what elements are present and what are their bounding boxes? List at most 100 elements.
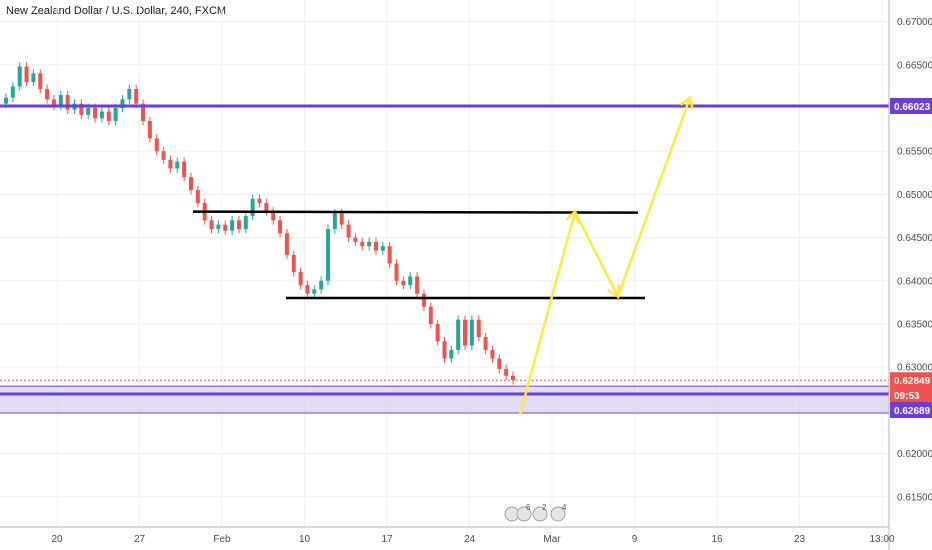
support-price-tag-bg — [890, 402, 932, 419]
candle-body — [339, 213, 344, 225]
time-tick-label: 20 — [51, 534, 63, 545]
time-tick-label: 27 — [134, 534, 146, 545]
candle-body — [511, 375, 515, 381]
candle-body — [257, 198, 262, 204]
candle-body — [442, 341, 447, 359]
us-flag-icon[interactable] — [516, 506, 532, 522]
candle-body — [188, 177, 193, 191]
candle-body — [182, 161, 187, 178]
us-flag-icon[interactable] — [550, 506, 566, 522]
candle-body — [216, 224, 221, 229]
support-price-tag: 0.62689 — [894, 406, 931, 417]
candle-body — [24, 66, 29, 83]
candle-body — [230, 220, 235, 231]
candle-body — [360, 241, 365, 247]
us-flag-icon[interactable] — [532, 506, 548, 522]
time-tick-label: Feb — [213, 534, 231, 545]
candle-body — [449, 349, 454, 359]
candle-body — [175, 161, 180, 169]
time-tick-label: 16 — [711, 534, 723, 545]
candle-body — [154, 138, 159, 152]
candle-body — [387, 246, 392, 264]
candle-body — [168, 159, 173, 169]
price-tick-label: 0.62000 — [897, 449, 932, 460]
candle-body — [4, 97, 8, 104]
price-tick-label: 0.64000 — [897, 276, 932, 287]
candle-body — [415, 276, 420, 294]
candle-body — [346, 224, 351, 238]
candle-body — [51, 99, 56, 107]
candle-body — [45, 88, 50, 100]
candle-body — [373, 241, 378, 251]
candle-body — [435, 323, 440, 342]
countdown-tag-bg — [890, 387, 932, 404]
event-count-a: 6 — [526, 504, 531, 512]
time-tick-label: 17 — [381, 534, 393, 545]
range-top-line[interactable] — [192, 210, 639, 214]
candle-body — [312, 289, 317, 294]
candle-body — [490, 349, 495, 359]
time-tick-label: 24 — [464, 534, 476, 545]
candle-body — [65, 95, 70, 110]
candle-body — [483, 336, 488, 350]
forecast-arrow-head — [679, 95, 694, 110]
candle-body — [408, 276, 413, 286]
candle-body — [31, 73, 36, 83]
candle-body — [250, 198, 255, 216]
candle-body — [134, 88, 139, 104]
price-tick-label: 0.67000 — [897, 17, 932, 28]
price-tick-label: 0.64500 — [897, 233, 932, 244]
candle-body — [236, 220, 241, 229]
candle-body — [141, 103, 146, 121]
candle-body — [127, 88, 132, 100]
time-tick-label: 10 — [299, 534, 311, 545]
candle-body — [504, 368, 509, 376]
candle-body — [401, 280, 406, 286]
price-tick-label: 0.61500 — [897, 492, 932, 503]
resistance-price-tag-bg — [890, 98, 932, 115]
candle-body — [291, 254, 296, 273]
candle-body — [367, 241, 372, 247]
forecast-arrow-head — [565, 209, 580, 224]
support-zone-rect[interactable] — [0, 386, 889, 413]
event-count-c: 4 — [562, 504, 567, 512]
price-tick-label: 0.63000 — [897, 363, 932, 374]
economic-events[interactable]: 6 2 4 — [502, 503, 574, 524]
price-tags: 0.66023 0.62849 09:53 0.62689 — [890, 98, 932, 419]
candle-body — [147, 120, 152, 139]
candle-body — [120, 99, 125, 108]
candle-body — [195, 190, 200, 204]
candle-body — [326, 228, 331, 281]
last-price-tag: 0.62849 — [894, 376, 931, 387]
drawn-lines — [0, 104, 889, 381]
candle-body — [284, 233, 289, 255]
time-tick-label: 9 — [632, 534, 638, 545]
forecast-arrow-path[interactable] — [518, 97, 692, 416]
candle-body — [86, 107, 91, 115]
candle-body — [380, 246, 385, 251]
candle-body — [106, 111, 111, 121]
candle-body — [463, 319, 468, 346]
candle-body — [10, 86, 15, 98]
price-tick-label: 0.63500 — [897, 319, 932, 330]
forecast-arrow — [518, 95, 694, 416]
candle-body — [353, 237, 358, 242]
candle-body — [497, 358, 502, 369]
candle-body — [469, 319, 474, 346]
candle-body — [17, 66, 22, 87]
support-zone — [0, 385, 889, 414]
candle-body — [79, 103, 84, 115]
time-tick-label: Mar — [543, 534, 561, 545]
chart-title: New Zealand Dollar / U.S. Dollar, 240, F… — [6, 5, 227, 17]
candle-body — [476, 319, 481, 337]
candle-body — [456, 319, 461, 350]
candle-body — [278, 220, 283, 234]
candle-body — [298, 272, 303, 286]
candle-body — [264, 203, 269, 212]
candle-body — [99, 111, 104, 119]
candle-body — [58, 95, 63, 107]
candle-body — [209, 220, 214, 229]
candle-body — [93, 107, 98, 119]
